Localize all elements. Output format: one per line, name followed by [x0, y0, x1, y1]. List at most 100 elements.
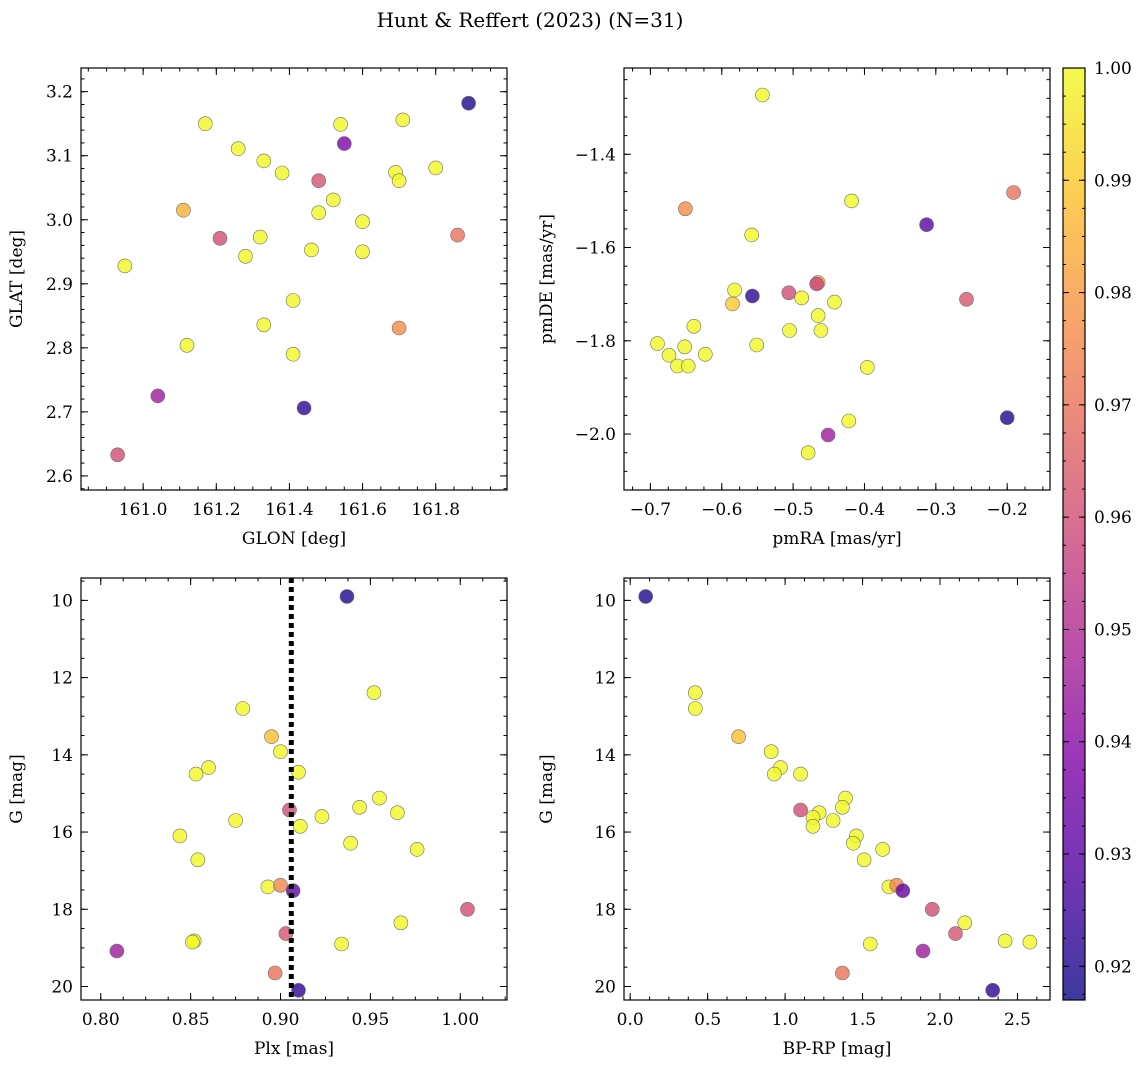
y-tick-label: 10	[51, 591, 73, 611]
y-axis-label: G [mag]	[7, 754, 27, 823]
x-axis-label: pmRA [mas/yr]	[772, 529, 901, 549]
y-axis-label: pmDE [mas/yr]	[537, 214, 557, 344]
axes-frame	[80, 67, 508, 491]
scatter-point	[856, 852, 872, 868]
scatter-point	[267, 965, 283, 981]
scatter-point	[212, 231, 228, 246]
colorbar-tick-label: 0.98	[1094, 284, 1132, 304]
scatter-point	[835, 799, 850, 815]
scatter-point	[117, 258, 133, 274]
y-tick-label: 16	[594, 823, 616, 843]
scatter-point	[948, 926, 963, 941]
scatter-point	[291, 982, 306, 998]
y-tick-label: 12	[51, 669, 73, 689]
scatter-point	[680, 358, 696, 374]
y-tick-label: −1.6	[575, 239, 616, 259]
scatter-point	[755, 87, 770, 103]
y-tick-label: 2.7	[46, 403, 73, 423]
x-tick-label: 0.0	[617, 1010, 644, 1030]
scatter-point	[800, 445, 816, 461]
scatter-point	[238, 248, 253, 264]
scatter-point	[813, 323, 829, 338]
scatter-point	[291, 764, 306, 780]
scatter-points	[110, 95, 476, 463]
scatter-point	[176, 202, 191, 218]
scatter-point	[185, 934, 200, 950]
y-tick-label: 14	[594, 746, 616, 766]
x-tick-label: 1.0	[772, 1010, 799, 1030]
scatter-point	[274, 165, 290, 181]
scatter-point	[1006, 185, 1021, 200]
y-axis-label: GLAT [deg]	[7, 230, 27, 328]
x-tick-label: −0.3	[915, 500, 956, 520]
colorbar-tick-label: 0.95	[1094, 620, 1132, 640]
scatter-point	[273, 877, 288, 893]
x-tick-label: −0.7	[630, 500, 671, 520]
y-tick-label: −1.8	[575, 332, 616, 352]
y-tick-label: 3.0	[46, 211, 73, 231]
scatter-point	[188, 766, 204, 782]
colorbar: 0.92 0.93 0.94 0.95 0.96 0.97 0.98 0.99 1.00	[1062, 59, 1132, 1001]
x-tick-label: 161.2	[192, 500, 241, 520]
y-tick-label: 2.9	[46, 275, 73, 295]
x-tick-label: 0.95	[351, 1010, 389, 1030]
scatter-point	[924, 901, 940, 917]
scatter-point	[793, 802, 808, 818]
axes-frame	[623, 67, 1051, 491]
scatter-point	[782, 323, 797, 338]
scatter-point	[862, 936, 878, 952]
x-tick-label: 161.6	[338, 500, 387, 520]
scatter-point	[997, 933, 1013, 949]
scatter-point	[172, 828, 188, 844]
colorbar-tick-label: 0.97	[1094, 396, 1132, 416]
scatter-point	[256, 317, 272, 333]
x-tick-label: −0.4	[844, 500, 885, 520]
y-tick-label: 10	[594, 591, 616, 611]
scatter-point	[336, 136, 352, 151]
scatter-point	[256, 153, 272, 169]
colorbar-tick-label: 0.94	[1094, 733, 1132, 753]
scatter-point	[296, 400, 312, 416]
scatter-point	[393, 915, 409, 931]
x-tick-label: −0.6	[701, 500, 742, 520]
scatter-point	[391, 320, 407, 336]
scatter-point	[794, 290, 810, 306]
y-axis-label: G [mag]	[537, 754, 557, 823]
scatter-point	[460, 901, 475, 917]
x-tick-label: 0.85	[172, 1010, 210, 1030]
x-axis-label: GLON [deg]	[242, 529, 346, 549]
y-tick-label: −1.4	[575, 145, 616, 165]
scatter-point	[198, 116, 213, 131]
colorbar-tick-label: 0.99	[1094, 171, 1132, 191]
x-tick-label: 0.90	[262, 1010, 300, 1030]
scatter-point	[264, 729, 279, 745]
scatter-point	[687, 685, 703, 701]
scatter-point	[781, 285, 797, 301]
scatter-point	[450, 227, 465, 243]
x-tick-label: 161.0	[119, 500, 168, 520]
scatter-point	[230, 141, 246, 156]
scatter-point	[391, 173, 407, 188]
scatter-point	[985, 982, 1001, 998]
y-tick-label: 12	[594, 669, 616, 689]
scatter-point	[727, 282, 742, 298]
y-tick-label: 20	[51, 977, 73, 997]
scatter-point	[957, 915, 973, 931]
scatter-point	[252, 229, 268, 245]
scatter-point	[292, 818, 308, 834]
y-tick-label: 18	[51, 900, 73, 920]
scatter-point	[841, 413, 857, 429]
scatter-point	[638, 589, 654, 604]
y-tick-label: −2.0	[575, 425, 616, 445]
scatter-point	[304, 242, 319, 258]
scatter-point	[190, 852, 206, 868]
x-axis-label: Plx [mas]	[254, 1039, 334, 1059]
scatter-points	[650, 87, 1021, 461]
x-tick-label: 2.0	[926, 1010, 953, 1030]
x-tick-label: 2.5	[1004, 1010, 1031, 1030]
colorbar-tick-label: 0.92	[1094, 957, 1132, 977]
scatter-points	[638, 589, 1038, 998]
scatter-point	[343, 835, 358, 851]
scatter-point	[150, 388, 166, 404]
y-tick-label: 3.2	[46, 83, 73, 103]
